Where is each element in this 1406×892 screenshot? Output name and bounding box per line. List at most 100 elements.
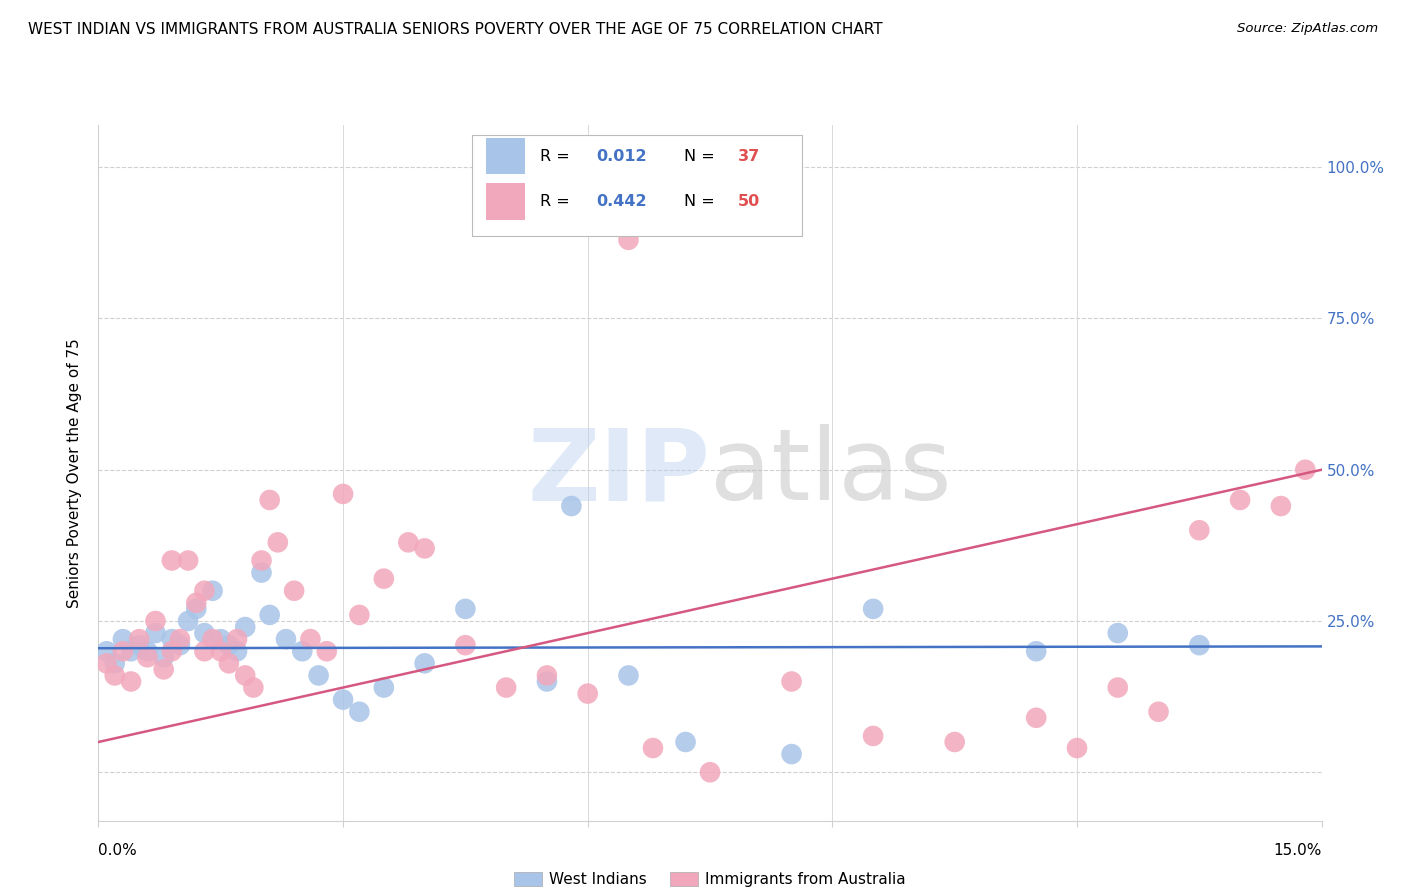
Point bbox=[145, 614, 167, 628]
Point bbox=[283, 583, 305, 598]
Point bbox=[218, 638, 240, 652]
Point bbox=[699, 765, 721, 780]
Text: atlas: atlas bbox=[710, 425, 952, 521]
Point bbox=[536, 674, 558, 689]
Text: R =: R = bbox=[540, 194, 575, 209]
Bar bbox=[486, 138, 526, 174]
Point bbox=[233, 620, 256, 634]
Point bbox=[1066, 741, 1088, 756]
Point bbox=[177, 614, 200, 628]
Point bbox=[373, 681, 395, 695]
Point bbox=[617, 233, 640, 247]
Point bbox=[136, 650, 159, 665]
Point bbox=[136, 644, 159, 658]
Point bbox=[780, 674, 803, 689]
Point bbox=[169, 638, 191, 652]
Text: WEST INDIAN VS IMMIGRANTS FROM AUSTRALIA SENIORS POVERTY OVER THE AGE OF 75 CORR: WEST INDIAN VS IMMIGRANTS FROM AUSTRALIA… bbox=[28, 22, 883, 37]
Point bbox=[308, 668, 330, 682]
Legend: West Indians, Immigrants from Australia: West Indians, Immigrants from Australia bbox=[508, 866, 912, 892]
Point bbox=[332, 692, 354, 706]
Point bbox=[160, 632, 183, 647]
Text: 50: 50 bbox=[738, 194, 761, 209]
Text: 0.0%: 0.0% bbox=[98, 843, 138, 858]
Point bbox=[250, 566, 273, 580]
Text: 15.0%: 15.0% bbox=[1274, 843, 1322, 858]
Point bbox=[259, 607, 281, 622]
Point bbox=[193, 626, 215, 640]
Text: N =: N = bbox=[685, 194, 720, 209]
Point bbox=[495, 681, 517, 695]
Text: N =: N = bbox=[685, 149, 720, 164]
Point bbox=[242, 681, 264, 695]
Point bbox=[218, 657, 240, 671]
Point bbox=[332, 487, 354, 501]
Point bbox=[169, 632, 191, 647]
Point bbox=[111, 644, 134, 658]
Point bbox=[454, 602, 477, 616]
Point bbox=[193, 583, 215, 598]
Text: Source: ZipAtlas.com: Source: ZipAtlas.com bbox=[1237, 22, 1378, 36]
Point bbox=[675, 735, 697, 749]
Point bbox=[177, 553, 200, 567]
Point bbox=[617, 668, 640, 682]
Point bbox=[111, 632, 134, 647]
Bar bbox=[486, 184, 526, 219]
Point bbox=[373, 572, 395, 586]
Point bbox=[233, 668, 256, 682]
Text: 37: 37 bbox=[738, 149, 761, 164]
Point bbox=[1188, 523, 1211, 537]
Point bbox=[413, 541, 436, 556]
Point bbox=[641, 741, 664, 756]
Point bbox=[576, 687, 599, 701]
Point bbox=[1147, 705, 1170, 719]
Point bbox=[349, 705, 371, 719]
Point bbox=[315, 644, 337, 658]
Point bbox=[349, 607, 371, 622]
Point bbox=[128, 638, 150, 652]
Point bbox=[1270, 499, 1292, 513]
Point bbox=[209, 644, 232, 658]
Point bbox=[160, 553, 183, 567]
Point bbox=[267, 535, 290, 549]
Point bbox=[862, 729, 884, 743]
Point bbox=[396, 535, 419, 549]
Point bbox=[226, 632, 249, 647]
Point bbox=[560, 499, 582, 513]
Point bbox=[104, 668, 127, 682]
Point bbox=[454, 638, 477, 652]
Point bbox=[291, 644, 314, 658]
Text: 0.012: 0.012 bbox=[596, 149, 647, 164]
Point bbox=[201, 583, 224, 598]
Point bbox=[1107, 626, 1129, 640]
Point bbox=[226, 644, 249, 658]
Point bbox=[160, 644, 183, 658]
Text: R =: R = bbox=[540, 149, 575, 164]
Text: 0.442: 0.442 bbox=[596, 194, 647, 209]
Point bbox=[128, 632, 150, 647]
Point bbox=[1025, 644, 1047, 658]
Point bbox=[201, 632, 224, 647]
Point bbox=[862, 602, 884, 616]
Point bbox=[1188, 638, 1211, 652]
Point bbox=[943, 735, 966, 749]
Point bbox=[1025, 711, 1047, 725]
Point bbox=[1229, 493, 1251, 508]
Point bbox=[274, 632, 297, 647]
Point bbox=[145, 626, 167, 640]
Point bbox=[96, 644, 118, 658]
Point bbox=[186, 596, 208, 610]
Point bbox=[250, 553, 273, 567]
Point bbox=[120, 674, 142, 689]
Point bbox=[299, 632, 322, 647]
Point bbox=[209, 632, 232, 647]
FancyBboxPatch shape bbox=[471, 136, 801, 236]
Point bbox=[413, 657, 436, 671]
Point bbox=[96, 657, 118, 671]
Point bbox=[1107, 681, 1129, 695]
Point bbox=[259, 493, 281, 508]
Point bbox=[780, 747, 803, 761]
Point bbox=[536, 668, 558, 682]
Point bbox=[186, 602, 208, 616]
Point bbox=[1294, 463, 1316, 477]
Text: ZIP: ZIP bbox=[527, 425, 710, 521]
